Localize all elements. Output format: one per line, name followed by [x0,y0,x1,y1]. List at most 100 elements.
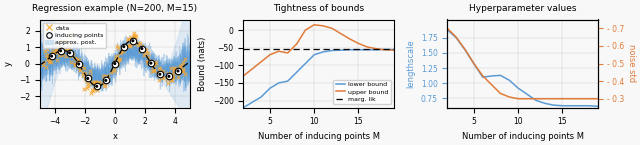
Point [92,88,102,91]
Point [149,70,159,72]
Point [162,77,172,80]
Point [60,47,70,49]
Point [47,56,57,58]
Point [173,70,183,72]
Point [70,64,81,66]
Point [129,32,139,34]
lower bound [381,49,389,50]
Point [169,71,179,73]
upper bound [284,52,292,54]
upper bound [319,25,327,27]
Point [129,36,140,38]
Point [118,46,129,48]
Point [143,56,154,59]
Point [139,54,149,56]
Point [45,60,55,63]
Point [72,60,83,62]
Point [171,69,181,71]
Point [175,67,185,69]
Point [124,45,134,47]
Point [100,79,111,82]
lower bound [355,49,362,51]
Point [92,85,102,87]
Point [123,38,133,40]
Y-axis label: lengthscale: lengthscale [406,39,415,88]
Point [38,61,49,63]
Line: upper bound: upper bound [243,25,394,76]
upper bound [275,50,283,52]
marg. lik [231,49,239,50]
lower bound [257,96,265,98]
Point [158,76,168,79]
lower bound [239,107,247,108]
Point [40,50,50,52]
upper bound [372,48,380,50]
Point [173,70,183,72]
Point [147,66,157,68]
Point [79,67,89,69]
Point [111,64,122,66]
upper bound [364,46,371,48]
Point [112,45,122,47]
Point [113,62,123,64]
Point [134,42,145,44]
Title: Tightness of bounds: Tightness of bounds [273,4,364,13]
Point [131,35,141,37]
lower bound [310,54,318,56]
Point [55,39,65,42]
Point [93,82,104,84]
Point [83,83,93,86]
Point [156,73,166,76]
Point [166,73,176,75]
Legend: lower bound, upper bound, marg. lik: lower bound, upper bound, marg. lik [333,80,391,104]
Point [166,78,176,81]
Point [58,48,68,50]
upper bound [337,33,344,35]
Point [83,87,93,89]
lower bound [390,49,397,50]
Point [93,80,104,83]
Title: Hyperparameter values: Hyperparameter values [468,4,576,13]
Point [164,75,174,77]
Point [164,75,174,77]
marg. lik [222,49,230,50]
Point [74,63,84,65]
Point [118,47,129,50]
Point [65,52,75,54]
Point [72,61,82,63]
Point [157,70,168,72]
lower bound [364,49,371,51]
Point [43,56,53,59]
Point [137,45,147,47]
Point [100,85,110,87]
Point [51,49,61,51]
Point [115,52,125,54]
Point [136,49,147,51]
Point [124,44,134,46]
Point [50,50,60,52]
Point [129,35,140,37]
Point [68,53,78,55]
Point [56,50,66,52]
Point [109,62,120,65]
Point [54,49,65,51]
Point [143,62,153,65]
Point [167,74,177,76]
Point [118,46,129,48]
Point [149,63,159,66]
Point [108,65,118,67]
Point [42,48,52,51]
Y-axis label: y: y [4,61,13,66]
Point [98,75,108,77]
Point [47,55,57,57]
Point [65,51,75,53]
Point [115,58,125,60]
Point [177,61,188,63]
Point [142,60,152,62]
Point [109,70,119,72]
Point [47,52,57,54]
Point [163,72,173,75]
Point [103,75,113,77]
upper bound [381,49,389,51]
Point [175,65,185,67]
